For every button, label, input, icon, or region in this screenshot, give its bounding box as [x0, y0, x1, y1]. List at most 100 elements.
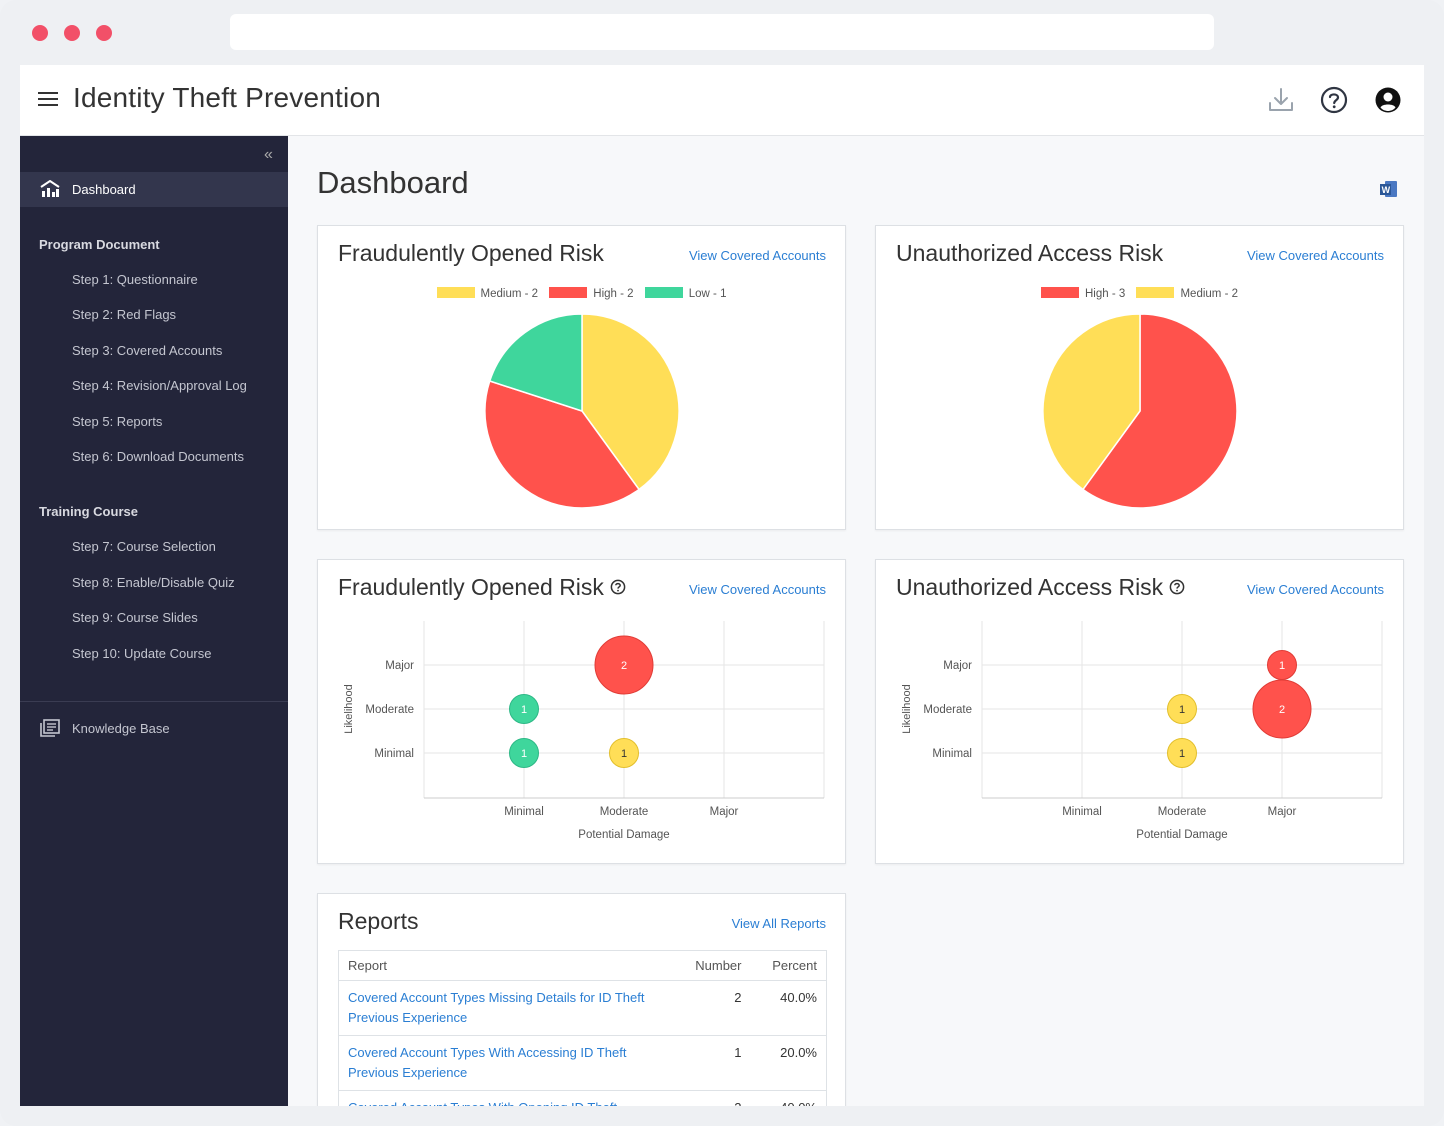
sidebar-item-step-9[interactable]: Step 9: Course Slides	[72, 610, 198, 625]
x-tick-label: Minimal	[504, 806, 544, 818]
column-header-percent[interactable]: Percent	[750, 950, 827, 981]
app-container: Identity Theft Prevention «	[20, 65, 1424, 1106]
x-tick-label: Major	[1268, 806, 1297, 818]
sidebar-item-step-3[interactable]: Step 3: Covered Accounts	[72, 343, 223, 358]
menu-icon[interactable]	[38, 92, 58, 108]
reports-table: Report Number Percent Covered Account Ty…	[338, 950, 827, 1106]
bubble-count-label: 1	[1179, 704, 1185, 716]
svg-text:W: W	[1382, 185, 1391, 195]
pie-slice-high[interactable]	[1081, 313, 1238, 509]
bubble-card-fraudulently-opened: Fraudulently Opened Risk View Covered Ac…	[317, 559, 846, 864]
bubble-point[interactable]	[509, 694, 539, 724]
legend-item-high[interactable]: High - 3	[1040, 287, 1125, 300]
legend-item-low[interactable]: Low - 1	[644, 287, 726, 300]
app-title: Identity Theft Prevention	[73, 82, 381, 113]
bubble-point[interactable]	[1252, 679, 1312, 739]
report-link[interactable]: Covered Account Types Missing Details fo…	[338, 980, 671, 1036]
bubble-card-unauthorized-access: Unauthorized Access Risk View Covered Ac…	[875, 559, 1404, 864]
sidebar-item-step-10[interactable]: Step 10: Update Course	[72, 646, 212, 661]
word-export-icon[interactable]: W	[1379, 179, 1399, 199]
bubble-count-label: 1	[521, 704, 527, 716]
legend-item-medium[interactable]: Medium - 2	[1136, 287, 1238, 300]
card-title: Unauthorized Access Risk	[896, 240, 1164, 266]
help-icon[interactable]	[1169, 579, 1185, 595]
x-tick-label: Minimal	[1062, 806, 1102, 818]
view-covered-accounts-link[interactable]: View Covered Accounts	[1246, 248, 1384, 263]
y-tick-label: Moderate	[923, 704, 972, 716]
y-tick-label: Minimal	[374, 748, 414, 760]
sidebar-item-dashboard[interactable]: Dashboard	[20, 172, 288, 207]
chart-legend: Medium - 2 High - 2 Low - 1	[318, 287, 845, 300]
sidebar-item-step-8[interactable]: Step 8: Enable/Disable Quiz	[72, 575, 235, 590]
top-bar: Identity Theft Prevention	[20, 65, 1424, 136]
report-percent: 40.0%	[750, 1090, 827, 1106]
chart-legend: High - 3 Medium - 2	[876, 287, 1403, 300]
x-tick-label: Moderate	[600, 806, 649, 818]
pie-slice-medium[interactable]	[581, 313, 680, 491]
bubble-count-label: 1	[521, 748, 527, 760]
view-all-reports-link[interactable]: View All Reports	[731, 916, 826, 931]
card-title: Fraudulently Opened Risk	[338, 574, 626, 601]
y-axis-title: Likelihood	[343, 684, 355, 734]
report-percent: 40.0%	[750, 980, 827, 1036]
sidebar-item-step-5[interactable]: Step 5: Reports	[72, 414, 163, 429]
card-title: Reports	[338, 908, 419, 934]
window-minimize-dot[interactable]	[64, 25, 80, 41]
column-header-report[interactable]: Report	[338, 950, 671, 981]
y-axis-title: Likelihood	[901, 684, 913, 734]
bubble-count-label: 1	[621, 748, 627, 760]
report-number: 2	[670, 1090, 751, 1106]
legend-item-medium[interactable]: Medium - 2	[436, 287, 538, 300]
x-tick-label: Moderate	[1158, 806, 1207, 818]
bubble-count-label: 1	[1179, 748, 1185, 760]
view-covered-accounts-link[interactable]: View Covered Accounts	[688, 248, 826, 263]
sidebar-divider	[20, 701, 288, 702]
sidebar-item-step-6[interactable]: Step 6: Download Documents	[72, 449, 244, 464]
bubble-count-label: 2	[621, 660, 627, 672]
help-icon[interactable]	[1319, 85, 1349, 115]
sidebar: « Dashboard Program Document Step 1: Que…	[20, 136, 288, 1106]
bubble-count-label: 1	[1279, 660, 1285, 672]
reports-card: Reports View All Reports Report Number P…	[317, 893, 846, 1106]
help-icon[interactable]	[610, 579, 626, 595]
x-axis-title: Potential Damage	[578, 829, 669, 841]
bubble-point[interactable]	[609, 738, 639, 768]
page-title: Dashboard	[317, 165, 469, 200]
report-percent: 20.0%	[750, 1035, 827, 1091]
x-tick-label: Major	[710, 806, 739, 818]
window-close-dot[interactable]	[32, 25, 48, 41]
sidebar-item-step-7[interactable]: Step 7: Course Selection	[72, 539, 216, 554]
table-row: Covered Account Types With Accessing ID …	[338, 1035, 827, 1091]
sidebar-item-step-1[interactable]: Step 1: Questionnaire	[72, 272, 198, 287]
download-icon[interactable]	[1266, 85, 1296, 115]
legend-item-high[interactable]: High - 2	[549, 287, 634, 300]
collapse-sidebar-icon[interactable]: «	[264, 146, 273, 163]
pie-slice-low[interactable]	[488, 313, 583, 413]
card-title: Unauthorized Access Risk	[896, 574, 1185, 601]
y-tick-label: Moderate	[365, 704, 414, 716]
bubble-point[interactable]	[1167, 694, 1197, 724]
sidebar-item-step-4[interactable]: Step 4: Revision/Approval Log	[72, 378, 247, 393]
column-header-number[interactable]: Number	[670, 950, 751, 981]
view-covered-accounts-link[interactable]: View Covered Accounts	[1246, 582, 1384, 597]
sidebar-item-step-2[interactable]: Step 2: Red Flags	[72, 307, 177, 322]
bubble-chart: Minimal Moderate Major Minimal Moderate Major…	[901, 621, 1383, 841]
bubble-point[interactable]	[594, 635, 654, 695]
pie-chart	[1042, 313, 1238, 509]
user-account-icon[interactable]	[1373, 85, 1403, 115]
table-row: Covered Account Types With Opening ID Th…	[338, 1090, 827, 1106]
y-tick-label: Minimal	[932, 748, 972, 760]
pie-slice-medium[interactable]	[1042, 313, 1141, 491]
pie-slice-high[interactable]	[484, 380, 641, 509]
bubble-point[interactable]	[509, 738, 539, 768]
sidebar-item-knowledge-base[interactable]: Knowledge Base	[72, 721, 170, 736]
bubble-point[interactable]	[1167, 738, 1197, 768]
window-maximize-dot[interactable]	[96, 25, 112, 41]
report-link[interactable]: Covered Account Types With Accessing ID …	[338, 1035, 671, 1091]
address-bar[interactable]	[230, 14, 1214, 50]
table-header-row: Report Number Percent	[338, 950, 827, 981]
view-covered-accounts-link[interactable]: View Covered Accounts	[688, 582, 826, 597]
card-title: Fraudulently Opened Risk	[338, 240, 604, 266]
report-link[interactable]: Covered Account Types With Opening ID Th…	[338, 1090, 671, 1106]
y-tick-label: Major	[943, 660, 972, 672]
